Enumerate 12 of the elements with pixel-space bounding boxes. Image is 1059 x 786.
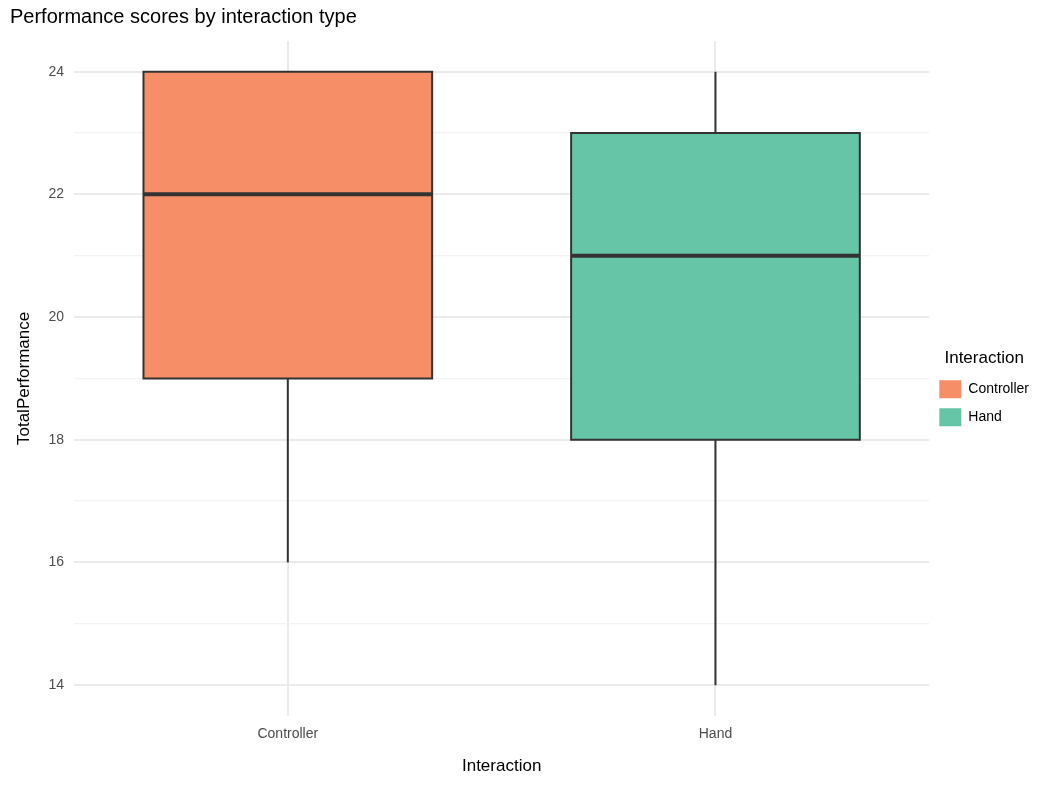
y-tick-label: 16 <box>48 553 65 570</box>
chart-title: Performance scores by interaction type <box>10 4 357 27</box>
legend-label: Hand <box>968 408 1002 425</box>
legend-label: Controller <box>968 380 1030 397</box>
y-tick-label: 22 <box>48 185 65 202</box>
y-axis-title: TotalPerformance <box>13 311 33 446</box>
y-tick-label: 18 <box>48 430 65 447</box>
y-tick-label: 14 <box>48 675 65 692</box>
x-axis-title: Interaction <box>461 756 542 776</box>
legend-title: Interaction <box>944 347 1024 367</box>
y-tick-label: 20 <box>48 307 65 324</box>
y-tick-label: 24 <box>48 62 65 79</box>
